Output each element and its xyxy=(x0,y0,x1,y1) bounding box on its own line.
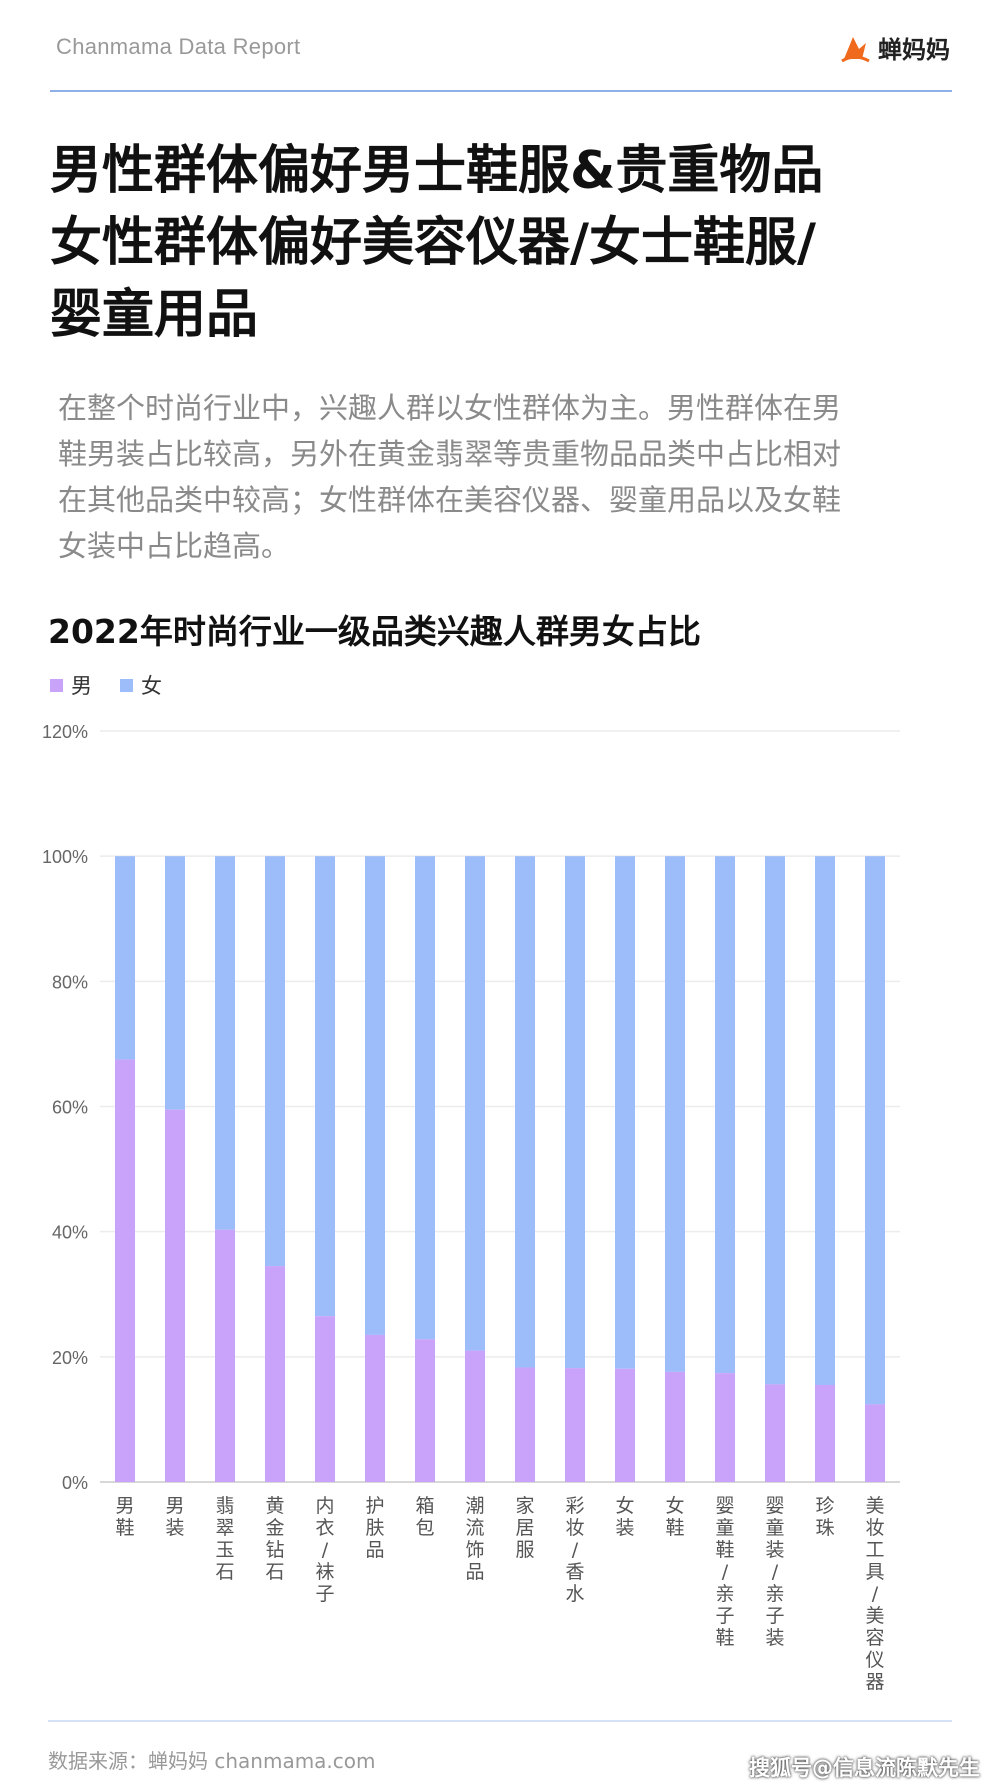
bar-female xyxy=(165,856,185,1110)
x-tick-label: 美妆工具/美容仪器 xyxy=(865,1495,884,1693)
x-tick-label: 箱包 xyxy=(415,1495,434,1539)
y-tick-label: 100% xyxy=(42,847,88,867)
x-tick-label: 彩妆/香水 xyxy=(565,1495,584,1605)
bar-female xyxy=(765,856,785,1385)
bar-male xyxy=(265,1266,285,1482)
title-line: 男性群体偏好男士鞋服&贵重物品 xyxy=(50,141,824,201)
bar-female xyxy=(715,856,735,1374)
header-divider xyxy=(50,90,952,92)
bar-female xyxy=(815,856,835,1385)
bar-male xyxy=(815,1384,835,1482)
y-tick-label: 40% xyxy=(52,1223,88,1243)
x-tick-label: 翡翠玉石 xyxy=(215,1495,234,1583)
bar-male xyxy=(515,1367,535,1482)
legend-item-female: 女 xyxy=(120,670,162,700)
bar-male xyxy=(615,1368,635,1482)
x-tick-label: 婴童装/亲子装 xyxy=(765,1495,784,1649)
bar-female xyxy=(565,856,585,1369)
x-tick-label: 护肤品 xyxy=(365,1495,384,1561)
description-line: 女装中占比趋高。 xyxy=(58,529,291,563)
legend-item-male: 男 xyxy=(50,670,92,700)
x-tick-label: 家居服 xyxy=(515,1495,534,1561)
y-tick-label: 80% xyxy=(52,972,88,992)
x-tick-label: 潮流饰品 xyxy=(465,1495,484,1583)
x-tick-label: 婴童鞋/亲子鞋 xyxy=(715,1495,734,1649)
legend-label-male: 男 xyxy=(71,674,92,698)
bar-female xyxy=(365,856,385,1335)
description: 在整个时尚行业中，兴趣人群以女性群体为主。男性群体在男 鞋男装占比较高，另外在黄… xyxy=(58,385,958,569)
x-tick-label: 男鞋 xyxy=(115,1495,134,1539)
watermark: 搜狐号@信息流陈默先生 xyxy=(749,1756,980,1780)
report-label: Chanmama Data Report xyxy=(56,34,301,59)
x-tick-label: 黄金钻石 xyxy=(265,1495,284,1583)
legend-swatch-male xyxy=(50,678,63,692)
bar-male xyxy=(565,1368,585,1482)
x-tick-label: 女装 xyxy=(615,1495,634,1539)
bar-male xyxy=(165,1109,185,1482)
bar-male xyxy=(665,1371,685,1482)
bar-female xyxy=(315,856,335,1317)
logo-text: 蝉妈妈 xyxy=(878,36,950,64)
brand-logo: 蝉妈妈 xyxy=(838,30,950,65)
page-title: 男性群体偏好男士鞋服&贵重物品 女性群体偏好美容仪器/女士鞋服/ 婴童用品 xyxy=(50,135,950,351)
bar-female xyxy=(415,856,435,1340)
x-tick-label: 珍珠 xyxy=(815,1495,834,1539)
bar-female xyxy=(465,856,485,1351)
bar-male xyxy=(215,1229,235,1482)
bar-female xyxy=(115,856,135,1060)
chart-legend: 男 女 xyxy=(50,670,162,700)
footer-divider xyxy=(48,1720,952,1722)
legend-label-female: 女 xyxy=(141,674,162,698)
x-tick-label: 女鞋 xyxy=(665,1495,684,1539)
y-tick-label: 20% xyxy=(52,1348,88,1368)
bar-female xyxy=(865,856,885,1405)
x-tick-label: 男装 xyxy=(165,1495,184,1539)
bar-female xyxy=(615,856,635,1369)
bar-female xyxy=(665,856,685,1372)
chanmama-logo-icon xyxy=(841,36,870,62)
bar-male xyxy=(715,1373,735,1482)
y-tick-label: 0% xyxy=(62,1473,88,1493)
y-tick-label: 60% xyxy=(52,1098,88,1118)
description-line: 鞋男装占比较高，另外在黄金翡翠等贵重物品品类中占比相对 xyxy=(58,437,842,471)
description-line: 在其他品类中较高；女性群体在美容仪器、婴童用品以及女鞋 xyxy=(58,483,842,517)
bar-male xyxy=(865,1404,885,1482)
bar-male xyxy=(315,1316,335,1482)
legend-swatch-female xyxy=(120,678,133,692)
bar-male xyxy=(765,1384,785,1482)
y-tick-label: 120% xyxy=(42,722,88,742)
bar-female xyxy=(265,856,285,1267)
bar-female xyxy=(215,856,235,1230)
bar-male xyxy=(115,1059,135,1482)
description-line: 在整个时尚行业中，兴趣人群以女性群体为主。男性群体在男 xyxy=(58,391,842,425)
bar-male xyxy=(465,1350,485,1482)
bar-female xyxy=(515,856,535,1368)
bar-male xyxy=(415,1339,435,1482)
x-tick-label: 内衣/袜子 xyxy=(315,1495,334,1605)
title-line: 女性群体偏好美容仪器/女士鞋服/ xyxy=(50,213,816,273)
bar-male xyxy=(365,1334,385,1482)
data-source: 数据来源：蝉妈妈 chanmama.com xyxy=(48,1749,376,1773)
title-line: 婴童用品 xyxy=(50,285,259,345)
chart-title: 2022年时尚行业一级品类兴趣人群男女占比 xyxy=(48,612,701,651)
